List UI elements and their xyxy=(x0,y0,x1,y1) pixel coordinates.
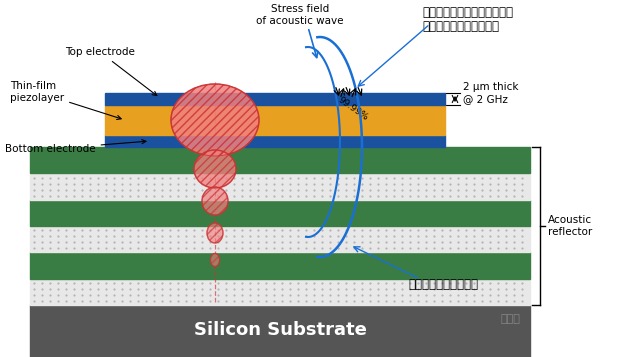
Ellipse shape xyxy=(194,150,236,188)
Bar xyxy=(105,93,445,105)
Ellipse shape xyxy=(202,187,228,215)
Text: Silicon Substrate: Silicon Substrate xyxy=(193,321,367,339)
Text: 由于空气中声波阻抗非常低，: 由于空气中声波阻抗非常低， xyxy=(422,5,513,19)
Bar xyxy=(30,252,530,279)
Ellipse shape xyxy=(207,223,223,243)
Ellipse shape xyxy=(171,84,259,156)
Text: Bottom electrode: Bottom electrode xyxy=(5,140,146,154)
Bar xyxy=(105,105,445,135)
Text: 通过阻抗交替实现反射: 通过阻抗交替实现反射 xyxy=(408,278,478,292)
Text: 99.99%: 99.99% xyxy=(336,95,370,122)
Bar xyxy=(30,200,530,226)
Bar xyxy=(30,174,530,200)
Bar xyxy=(30,279,530,305)
Ellipse shape xyxy=(211,253,220,266)
Text: 空气交界面处几乎全反射: 空气交界面处几乎全反射 xyxy=(422,20,499,32)
Bar xyxy=(105,135,445,147)
Bar xyxy=(30,226,530,252)
Text: 电路说: 电路说 xyxy=(500,314,520,324)
Text: 2 μm thick
@ 2 GHz: 2 μm thick @ 2 GHz xyxy=(463,82,518,104)
Text: Acoustic
reflector: Acoustic reflector xyxy=(548,215,592,237)
Text: Stress field
of acoustic wave: Stress field of acoustic wave xyxy=(256,4,344,26)
Text: Top electrode: Top electrode xyxy=(65,47,157,96)
Bar xyxy=(30,305,530,357)
Bar xyxy=(30,147,530,174)
Text: Thin-film
piezolayer: Thin-film piezolayer xyxy=(10,81,121,120)
